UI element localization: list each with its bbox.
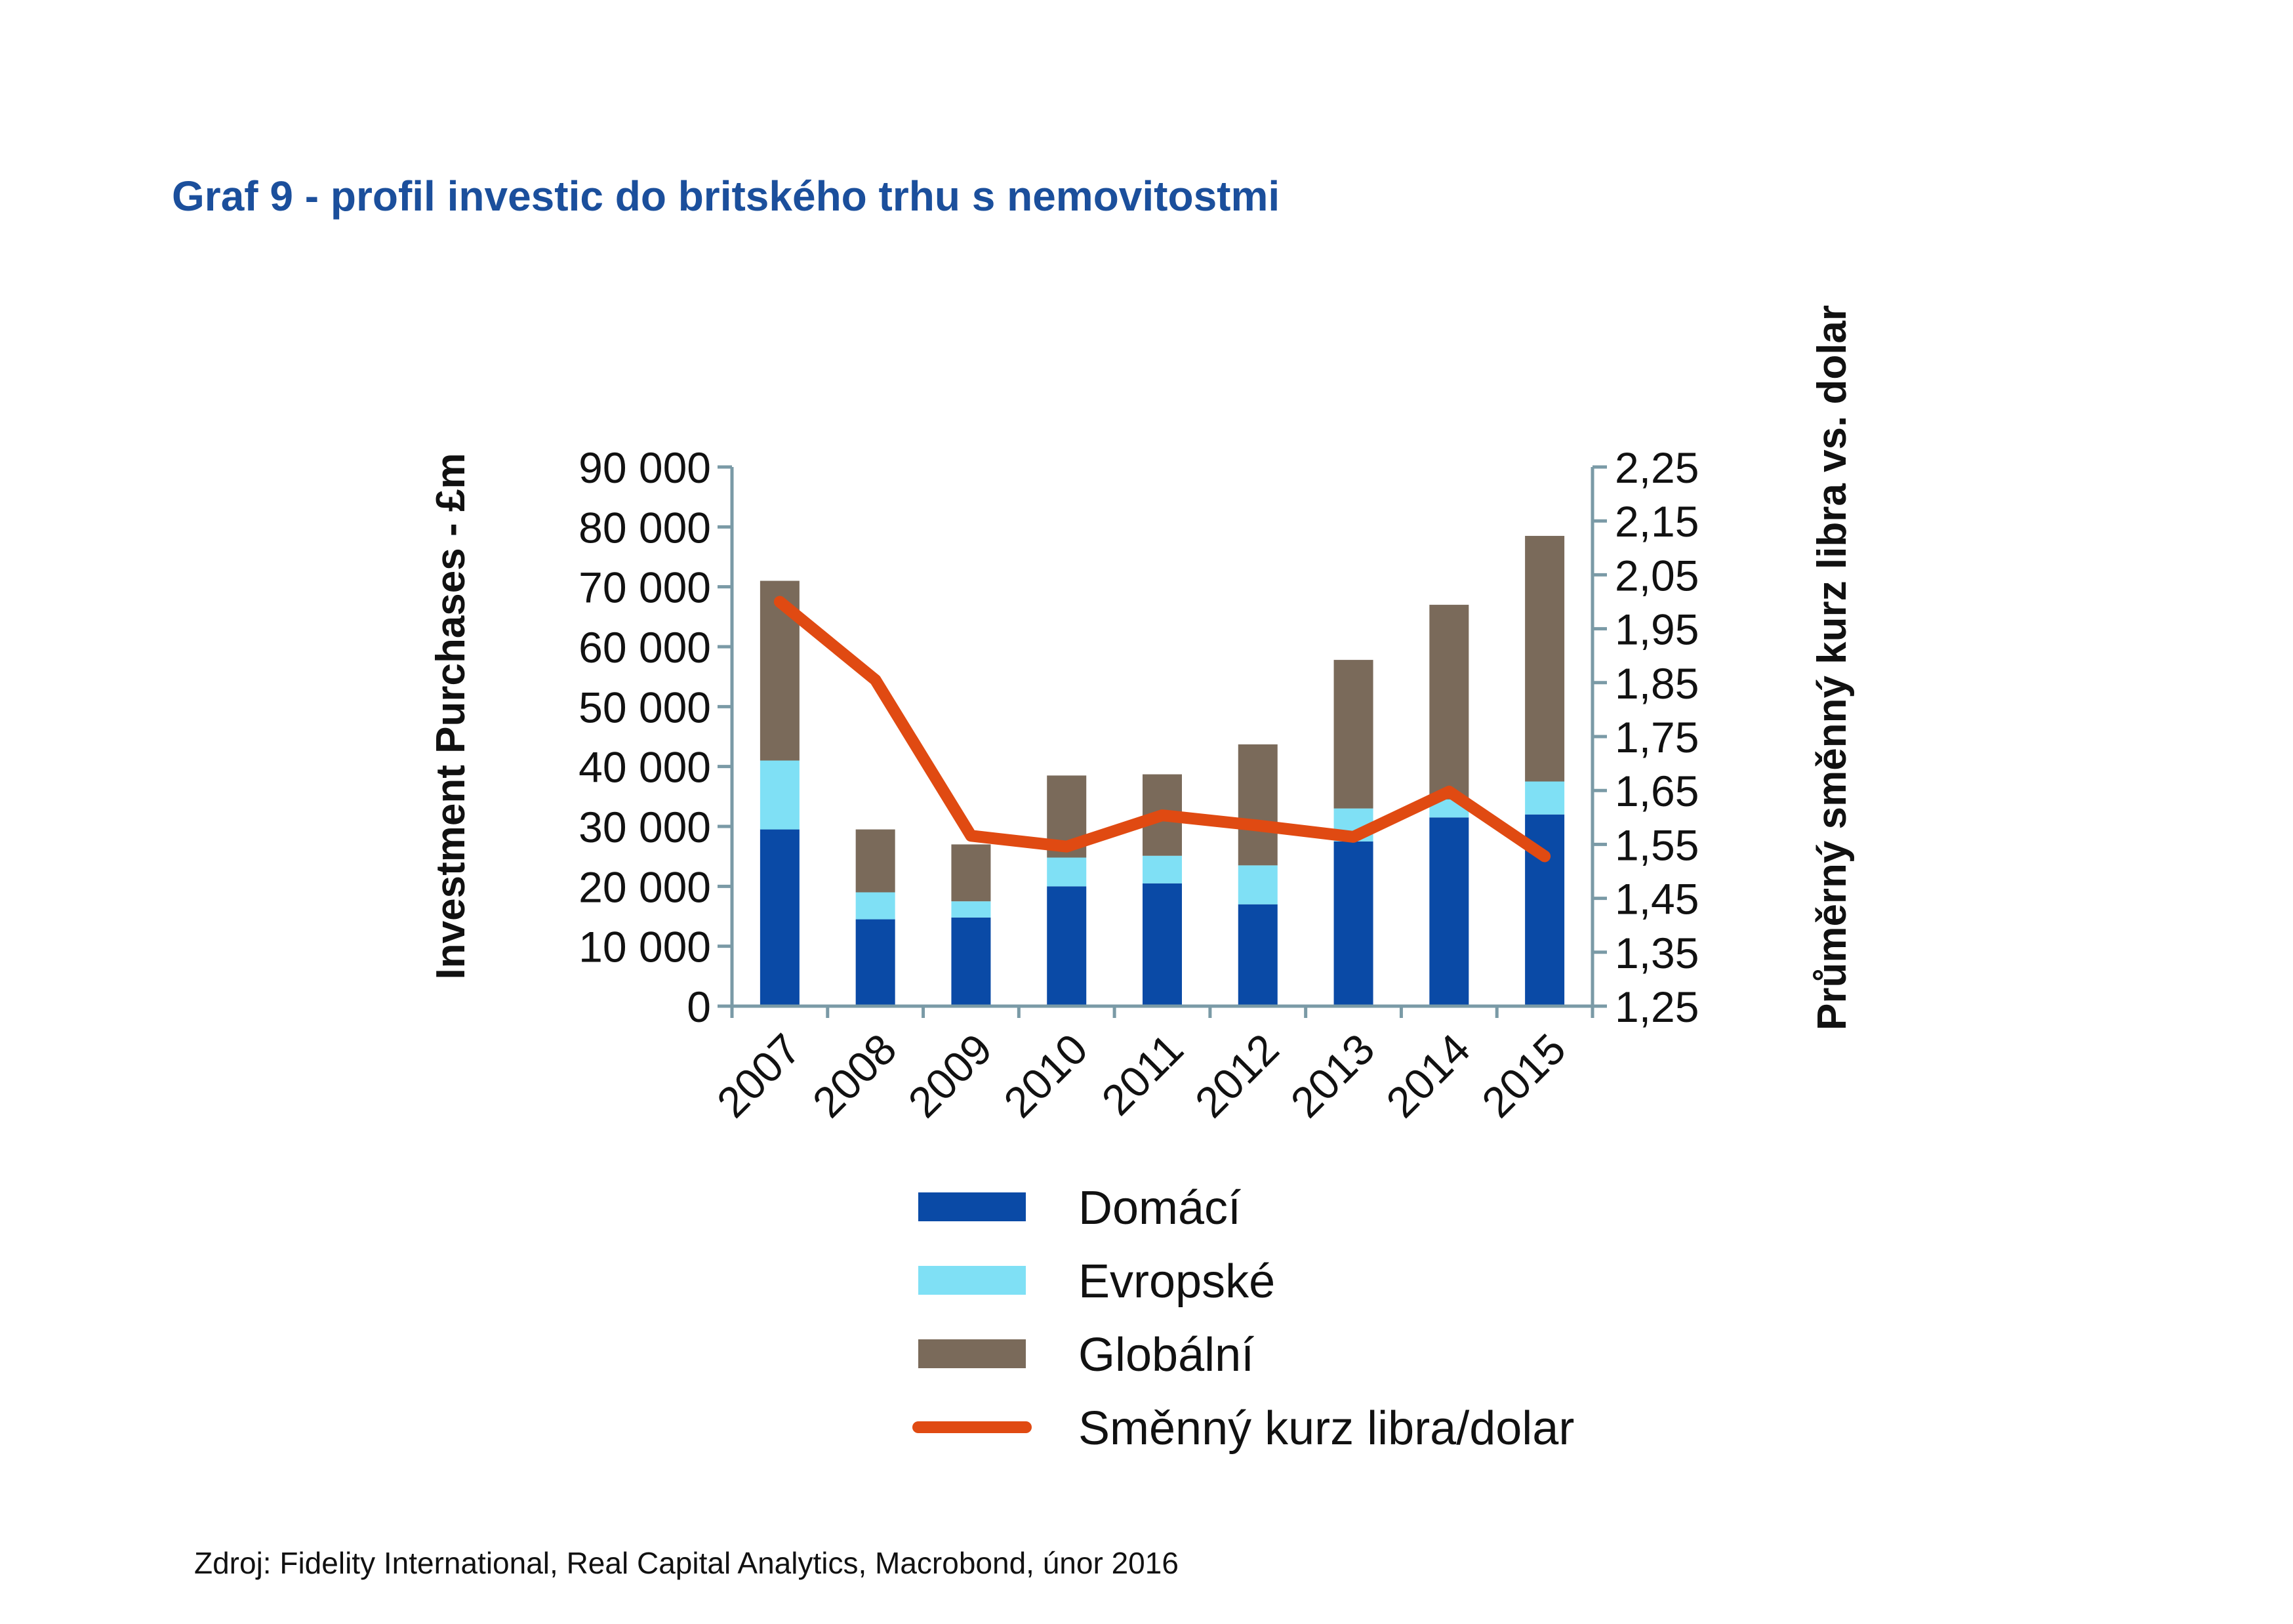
- line-point: [1352, 836, 1354, 838]
- legend-swatch: [918, 1192, 1026, 1221]
- bar-2010-series-1: [1047, 857, 1087, 887]
- bar-2013-series-0: [1333, 841, 1373, 1006]
- y-tick-label-right: 1,25: [1615, 983, 1699, 1031]
- bar-2015-series-1: [1525, 781, 1565, 815]
- bar-2007-series-1: [760, 760, 800, 830]
- chart-title: Graf 9 - profil investic do britského tr…: [172, 173, 1280, 220]
- bar-2008-series-2: [855, 829, 895, 893]
- line-point: [779, 601, 781, 603]
- y-tick-label-right: 1,65: [1615, 767, 1699, 815]
- bar-2011-series-1: [1143, 855, 1182, 883]
- y-axis-title-left: Investment Purchases - £m: [428, 453, 474, 980]
- legend-label: Globální: [1078, 1329, 1254, 1381]
- x-tick-label: 2014: [1377, 1025, 1479, 1127]
- line-group: [773, 596, 1551, 863]
- y-tick-label-right: 2,05: [1615, 551, 1699, 599]
- bar-2012-series-1: [1238, 865, 1278, 904]
- y-tick-label-left: 30 000: [578, 803, 711, 851]
- y-tick-label-left: 10 000: [578, 923, 711, 971]
- bar-2007-series-0: [760, 829, 800, 1006]
- y-tick-label-left: 0: [687, 983, 711, 1031]
- y-tick-label-left: 70 000: [578, 563, 711, 612]
- bar-2009-series-2: [951, 844, 991, 902]
- legend-swatch: [918, 1339, 1026, 1368]
- y-tick-label-right: 1,45: [1615, 875, 1699, 924]
- legend-label: Směnný kurz libra/dolar: [1078, 1402, 1574, 1455]
- y-tick-label-right: 2,25: [1615, 443, 1699, 492]
- line-point: [970, 835, 972, 837]
- bar-2014-series-0: [1429, 817, 1469, 1006]
- bar-2014-series-2: [1429, 605, 1469, 800]
- bar-2010-series-0: [1047, 886, 1087, 1006]
- y-tick-label-right: 2,15: [1615, 497, 1699, 546]
- y-tick-label-left: 20 000: [578, 863, 711, 911]
- legend-label: Domácí: [1078, 1182, 1241, 1234]
- y-tick-label-right: 1,75: [1615, 713, 1699, 761]
- line-point: [1544, 855, 1546, 857]
- line-point: [1257, 824, 1259, 826]
- x-tick-label: 2012: [1186, 1025, 1288, 1127]
- y-tick-label-left: 60 000: [578, 623, 711, 672]
- bar-2008-series-0: [855, 919, 895, 1006]
- line-point: [1162, 815, 1163, 817]
- bar-2012-series-2: [1238, 744, 1278, 866]
- x-tick-label: 2013: [1281, 1025, 1383, 1127]
- bar-2009-series-1: [951, 901, 991, 918]
- bar-2012-series-0: [1238, 904, 1278, 1006]
- bars-group: [760, 536, 1565, 1006]
- x-tick-label: 2008: [803, 1025, 905, 1127]
- y-tick-label-right: 1,85: [1615, 659, 1699, 708]
- line-point: [1448, 790, 1450, 792]
- y-tick-label-left: 80 000: [578, 503, 711, 552]
- x-tick-label: 2009: [899, 1025, 1001, 1127]
- legend: Domácí Evropské Globální Směnný kurz libra/…: [912, 1182, 1574, 1455]
- legend-swatch: [918, 1266, 1026, 1295]
- bar-2013-series-2: [1333, 660, 1373, 809]
- legend-label: Evropské: [1078, 1255, 1275, 1308]
- y-tick-label-right: 1,95: [1615, 605, 1699, 654]
- x-tick-label: 2010: [994, 1025, 1097, 1127]
- line-point: [1066, 845, 1068, 847]
- source-note: Zdroj: Fidelity International, Real Capi…: [194, 1546, 1179, 1580]
- x-tick-label: 2011: [1092, 1025, 1192, 1125]
- bar-2015-series-2: [1525, 536, 1565, 782]
- x-tick-label: 2015: [1472, 1025, 1575, 1127]
- y-tick-label-right: 1,55: [1615, 821, 1699, 869]
- line-point: [874, 679, 876, 681]
- y-axis-title-right: Průměrný směnný kurz libra vs. dolar: [1810, 305, 1855, 1030]
- y-tick-label-left: 90 000: [578, 443, 711, 492]
- y-tick-label-left: 50 000: [578, 683, 711, 731]
- bar-2011-series-0: [1143, 883, 1182, 1006]
- bar-2008-series-1: [855, 892, 895, 920]
- bar-2009-series-0: [951, 917, 991, 1006]
- x-tick-label: 2007: [708, 1025, 810, 1127]
- y-tick-label-right: 1,35: [1615, 929, 1699, 977]
- axes-group: 0 10 000 20 000 30 000 40 000 50 000 60 000 70 …: [428, 305, 1855, 1127]
- y-tick-label-left: 40 000: [578, 743, 711, 792]
